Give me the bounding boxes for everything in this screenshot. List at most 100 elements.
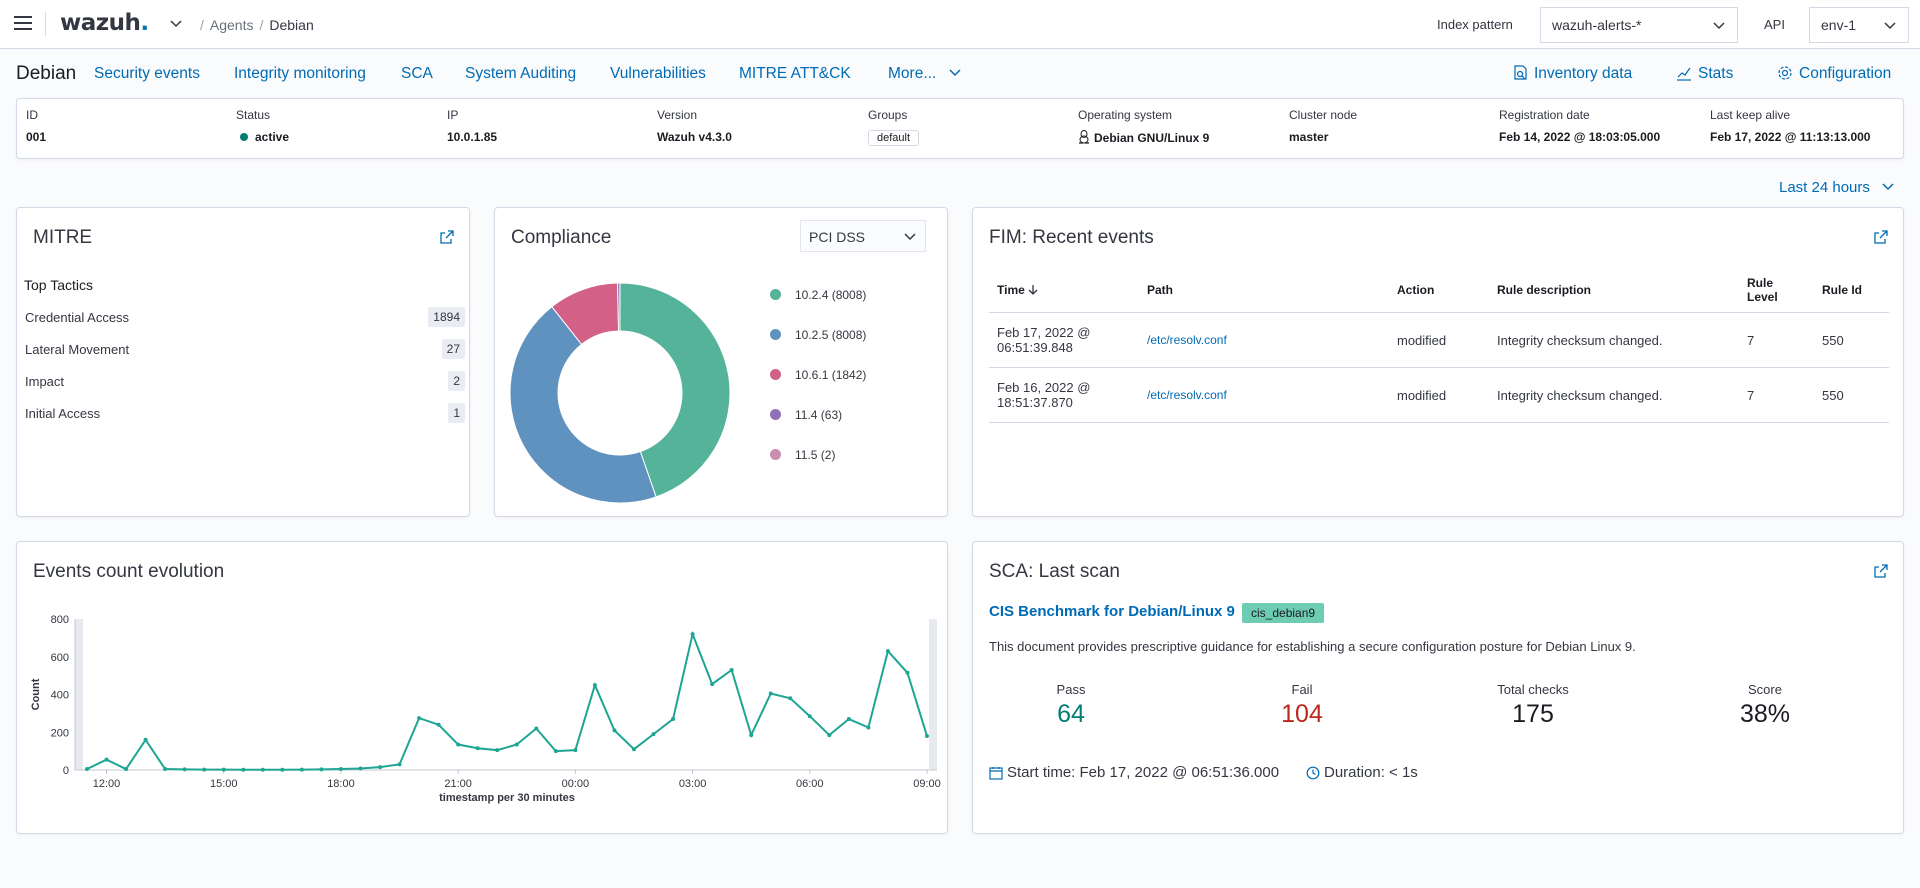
data-point xyxy=(104,757,109,762)
group-badge[interactable]: default xyxy=(868,130,920,146)
y-tick-label: 600 xyxy=(51,652,69,664)
tactic-count: 1 xyxy=(448,403,465,423)
tactic-row[interactable]: Impact 2 xyxy=(25,371,465,393)
fim-panel: FIM: Recent events Time Path Action Rule… xyxy=(972,207,1904,517)
chevron-down-icon xyxy=(904,233,916,241)
cell-level: 7 xyxy=(1739,367,1814,423)
compliance-donut-chart xyxy=(509,282,731,504)
agent-groups: Groups default xyxy=(868,108,920,146)
donut-slice xyxy=(619,282,731,498)
index-pattern-select[interactable]: wazuh-alerts-* xyxy=(1540,7,1738,43)
chevron-down-icon xyxy=(949,69,961,77)
sca-benchmark-link[interactable]: CIS Benchmark for Debian/Linux 9 xyxy=(989,603,1235,620)
column-header-rule-id[interactable]: Rule Id xyxy=(1814,268,1889,313)
agent-name: Debian xyxy=(16,63,77,84)
legend-swatch xyxy=(770,369,781,380)
column-header-rule-level[interactable]: Rule Level xyxy=(1739,268,1814,313)
compliance-standard-value: PCI DSS xyxy=(809,229,866,245)
tactic-row[interactable]: Credential Access 1894 xyxy=(25,307,465,329)
data-point xyxy=(631,747,636,752)
x-tick-label: 00:00 xyxy=(562,778,590,790)
tactic-row[interactable]: Lateral Movement 27 xyxy=(25,339,465,361)
data-point xyxy=(553,749,558,754)
cell-rule-id: 550 xyxy=(1814,367,1889,423)
column-header-action[interactable]: Action xyxy=(1389,268,1489,313)
chevron-down-icon xyxy=(1882,183,1894,191)
agent-status: Status active xyxy=(236,108,289,144)
external-link-icon[interactable] xyxy=(1873,563,1889,579)
external-link-icon[interactable] xyxy=(1873,229,1889,245)
data-point xyxy=(514,742,519,747)
x-tick-label: 18:00 xyxy=(327,778,355,790)
tab-system-auditing[interactable]: System Auditing xyxy=(465,65,577,82)
ip-value: 10.0.1.85 xyxy=(447,130,498,144)
legend-label: 10.6.1 (1842) xyxy=(795,368,867,382)
agent-id: ID 001 xyxy=(26,108,46,144)
compliance-standard-select[interactable]: PCI DSS xyxy=(800,220,926,252)
data-point xyxy=(338,767,343,772)
legend-label: 11.4 (63) xyxy=(795,408,843,422)
linux-icon xyxy=(1079,130,1089,144)
table-row[interactable]: Feb 16, 2022 @18:51:37.870 /etc/resolv.c… xyxy=(989,367,1889,423)
column-header-path[interactable]: Path xyxy=(1139,268,1389,313)
tactic-row[interactable]: Initial Access 1 xyxy=(25,403,465,425)
y-tick-label: 800 xyxy=(51,614,69,626)
tab-mitre-attack[interactable]: MITRE ATT&CK xyxy=(739,65,851,82)
agent-ip: IP 10.0.1.85 xyxy=(447,108,497,144)
x-tick-label: 09:00 xyxy=(913,778,941,790)
configuration-button[interactable]: Configuration xyxy=(1777,65,1891,83)
cell-time: Feb 16, 2022 @18:51:37.870 xyxy=(989,367,1139,423)
breadcrumb-sep: / xyxy=(200,17,204,33)
data-point xyxy=(436,722,441,727)
data-point xyxy=(124,767,129,772)
version-value: Wazuh v4.3.0 xyxy=(657,130,732,144)
tab-security-events[interactable]: Security events xyxy=(94,65,200,82)
table-row[interactable]: Feb 17, 2022 @06:51:39.848 /etc/resolv.c… xyxy=(989,312,1889,368)
more-menu-button[interactable]: More... xyxy=(888,65,961,83)
api-select[interactable]: env-1 xyxy=(1809,7,1909,43)
column-header-rule-description[interactable]: Rule description xyxy=(1489,268,1739,313)
chevron-down-icon[interactable] xyxy=(170,18,182,30)
data-point xyxy=(299,767,304,772)
column-header-time[interactable]: Time xyxy=(989,268,1139,313)
legend-item[interactable]: 10.2.5 (8008) xyxy=(770,328,866,342)
stats-button[interactable]: Stats xyxy=(1676,65,1733,83)
external-link-icon[interactable] xyxy=(439,229,455,245)
agent-os: Operating system Debian GNU/Linux 9 xyxy=(1078,108,1209,145)
data-point xyxy=(534,726,539,731)
legend-item[interactable]: 11.4 (63) xyxy=(770,408,842,422)
range-edge-right xyxy=(929,619,937,770)
time-picker[interactable]: Last 24 hours xyxy=(1779,179,1894,196)
tab-integrity-monitoring[interactable]: Integrity monitoring xyxy=(234,65,366,82)
data-point xyxy=(671,717,676,722)
tab-sca[interactable]: SCA xyxy=(401,65,433,82)
cell-description: Integrity checksum changed. xyxy=(1489,367,1739,423)
menu-icon[interactable] xyxy=(14,16,32,30)
mitre-panel: MITRE Top Tactics Credential Access 1894 … xyxy=(16,207,470,517)
data-point xyxy=(397,762,402,767)
os-label: Operating system xyxy=(1078,108,1173,122)
configuration-label: Configuration xyxy=(1799,65,1892,82)
cell-action: modified xyxy=(1389,367,1489,423)
registration-value: Feb 14, 2022 @ 18:03:05.000 xyxy=(1499,130,1661,144)
legend-label: 10.2.5 (8008) xyxy=(795,328,867,342)
groups-label: Groups xyxy=(868,108,908,122)
legend-item[interactable]: 11.5 (2) xyxy=(770,448,835,462)
legend-item[interactable]: 10.2.4 (8008) xyxy=(770,288,866,302)
breadcrumb-current: Debian xyxy=(269,17,314,33)
cell-path-link[interactable]: /etc/resolv.conf xyxy=(1139,312,1389,368)
data-point xyxy=(85,767,89,772)
inventory-data-button[interactable]: Inventory data xyxy=(1512,65,1632,83)
data-point xyxy=(592,683,597,688)
cell-path-link[interactable]: /etc/resolv.conf xyxy=(1139,367,1389,423)
series-line xyxy=(86,630,928,771)
breadcrumb-agents[interactable]: Agents xyxy=(209,17,254,33)
cell-description: Integrity checksum changed. xyxy=(1489,312,1739,368)
tab-vulnerabilities[interactable]: Vulnerabilities xyxy=(610,65,706,82)
data-point xyxy=(182,767,187,772)
compliance-panel: Compliance PCI DSS 10.2.4 (8008) 10.2.5 … xyxy=(494,207,948,517)
wazuh-logo[interactable]: wazuh. xyxy=(60,10,149,36)
legend-swatch xyxy=(770,329,781,340)
legend-item[interactable]: 10.6.1 (1842) xyxy=(770,368,866,382)
data-point xyxy=(788,696,793,701)
